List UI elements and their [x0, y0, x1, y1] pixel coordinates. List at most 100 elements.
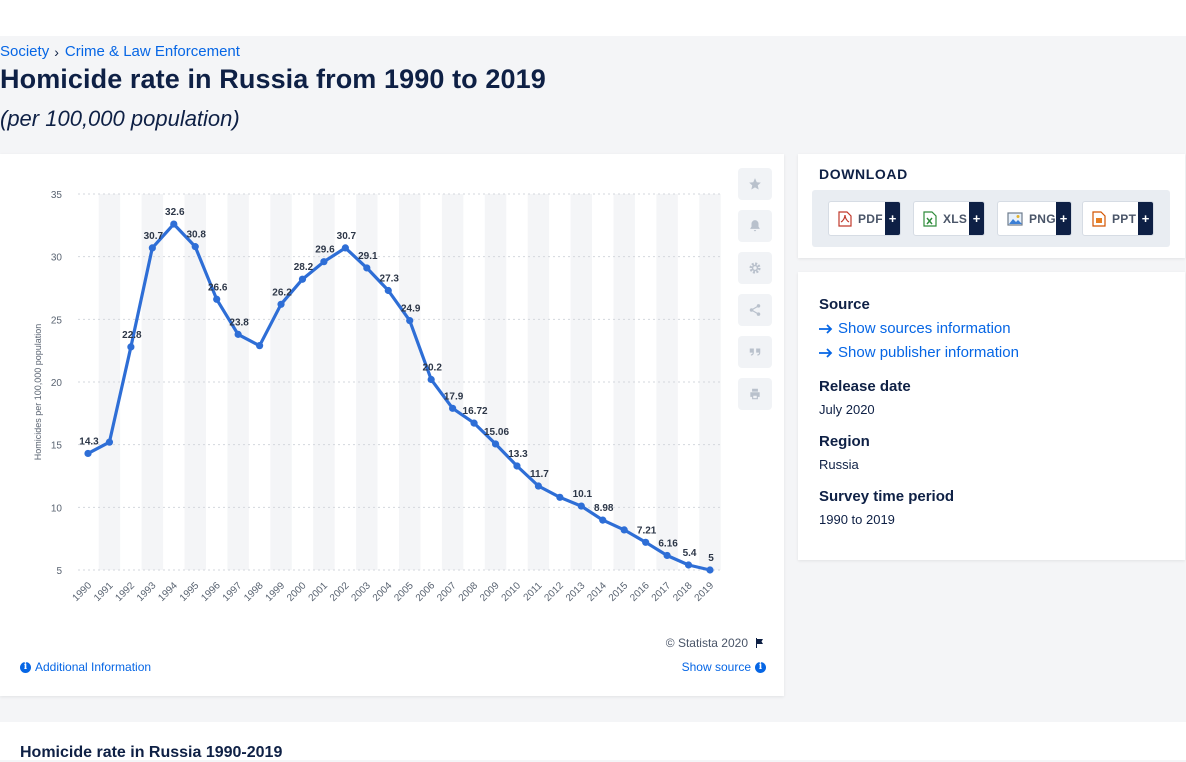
- x-tick-label: 1999: [264, 580, 288, 604]
- series-line: [86, 222, 712, 572]
- x-tick-label: 2019: [693, 580, 717, 604]
- data-point: [234, 330, 242, 338]
- column-stripe: [484, 194, 507, 570]
- column-stripe: [441, 194, 464, 570]
- cite-button[interactable]: [738, 336, 772, 368]
- print-icon: [750, 388, 760, 400]
- data-point: [684, 561, 693, 569]
- data-label: 17.9: [444, 391, 464, 402]
- data-point: [320, 258, 328, 266]
- region-label: Region: [819, 433, 870, 450]
- share-button[interactable]: [738, 294, 772, 326]
- data-point: [470, 419, 478, 427]
- bell-icon: [750, 220, 760, 232]
- additional-information-label: Additional Information: [35, 660, 152, 674]
- show-sources-label: Show sources information: [838, 320, 1011, 337]
- show-source-label: Show source: [681, 660, 751, 674]
- page-subtitle: (per 100,000 population): [0, 106, 240, 131]
- data-point: [191, 243, 199, 251]
- xls-file-icon: [923, 210, 937, 227]
- top-bar: [0, 0, 1186, 36]
- show-sources-link[interactable]: Show sources information: [819, 320, 1011, 337]
- data-point: [384, 286, 392, 295]
- data-label: 28.2: [294, 262, 314, 273]
- y-tick-label: 20: [51, 378, 63, 389]
- download-card: DOWNLOAD PDF + XLS + PNG + PPT +: [798, 154, 1185, 258]
- info-icon: i: [755, 661, 766, 673]
- y-tick-label: 5: [56, 566, 62, 577]
- column-stripe: [184, 194, 206, 570]
- flag-icon[interactable]: [754, 637, 766, 649]
- x-tick-label: 1998: [242, 580, 266, 604]
- data-point: [170, 220, 178, 228]
- y-tick-label: 30: [51, 253, 63, 264]
- data-point: [556, 493, 564, 501]
- copyright-text: © Statista 2020: [665, 636, 748, 650]
- download-bar: PDF + XLS + PNG + PPT +: [812, 190, 1170, 247]
- gear-icon: [749, 262, 761, 274]
- data-point: [427, 375, 435, 384]
- column-stripe: [270, 194, 292, 570]
- download-pdf-plus[interactable]: +: [885, 202, 900, 235]
- data-point: [577, 502, 585, 510]
- favorite-button[interactable]: [738, 168, 772, 200]
- data-point: [298, 275, 307, 283]
- download-ppt-plus[interactable]: +: [1138, 202, 1153, 235]
- y-tick-label: 15: [51, 441, 63, 452]
- download-xls-label: XLS: [943, 211, 968, 226]
- x-tick-label: 2001: [307, 580, 331, 604]
- data-label: 5: [708, 553, 714, 564]
- data-label: 7.21: [637, 525, 657, 536]
- download-png-button[interactable]: PNG +: [997, 201, 1072, 236]
- data-point: [620, 526, 628, 534]
- y-tick-label: 25: [51, 315, 63, 326]
- info-icon: i: [20, 661, 31, 673]
- data-label: 13.3: [508, 449, 528, 460]
- download-ppt-label: PPT: [1112, 211, 1137, 226]
- data-point: [599, 516, 607, 524]
- data-label: 26.6: [208, 282, 228, 293]
- data-label: 8.98: [594, 503, 614, 514]
- print-button[interactable]: [738, 378, 772, 410]
- show-source-link[interactable]: Show source i: [682, 660, 766, 674]
- x-tick-label: 2008: [457, 580, 481, 604]
- x-tick-label: 2015: [607, 580, 631, 604]
- x-tick-label: 1994: [156, 580, 180, 604]
- data-point: [363, 264, 371, 272]
- data-label: 20.2: [422, 362, 442, 373]
- download-png-plus[interactable]: +: [1056, 202, 1071, 235]
- alert-button[interactable]: [738, 210, 772, 242]
- data-point: [127, 343, 135, 351]
- data-point: [277, 300, 285, 308]
- column-stripe: [141, 194, 164, 570]
- x-tick-label: 2002: [328, 580, 352, 604]
- download-xls-plus[interactable]: +: [969, 202, 984, 235]
- breadcrumb-crime-law[interactable]: Crime & Law Enforcement: [64, 43, 240, 60]
- data-label: 6.16: [658, 538, 678, 549]
- download-xls-button[interactable]: XLS +: [913, 201, 985, 236]
- additional-information-link[interactable]: i Additional Information: [20, 660, 151, 674]
- x-tick-label: 2017: [650, 580, 674, 604]
- show-publisher-link[interactable]: Show publisher information: [819, 344, 1019, 361]
- x-tick-label: 2011: [522, 580, 545, 603]
- download-pdf-button[interactable]: PDF +: [828, 201, 901, 236]
- breadcrumb-separator: ›: [54, 43, 59, 60]
- quote-icon: [749, 348, 761, 356]
- column-stripe: [656, 194, 678, 570]
- release-date-label: Release date: [819, 378, 911, 395]
- png-file-icon: [1007, 211, 1023, 226]
- y-axis-label: Homicides per 100,000 population: [33, 324, 43, 461]
- survey-period-value: 1990 to 2019: [819, 512, 895, 527]
- x-tick-label: 2006: [414, 580, 438, 604]
- column-stripe: [356, 194, 378, 570]
- column-stripe: [699, 194, 721, 570]
- data-point: [341, 244, 349, 252]
- download-ppt-button[interactable]: PPT +: [1082, 201, 1154, 236]
- chart-card: 5 10 15 20 25 30 35 Homicides per 100,000 popul…: [0, 154, 784, 696]
- breadcrumb-society[interactable]: Society: [0, 43, 50, 60]
- settings-button[interactable]: [738, 252, 772, 284]
- x-tick-label: 1993: [135, 580, 159, 604]
- x-tick-label: 2016: [628, 580, 652, 604]
- column-stripe: [570, 194, 593, 570]
- y-tick-label: 10: [51, 503, 63, 514]
